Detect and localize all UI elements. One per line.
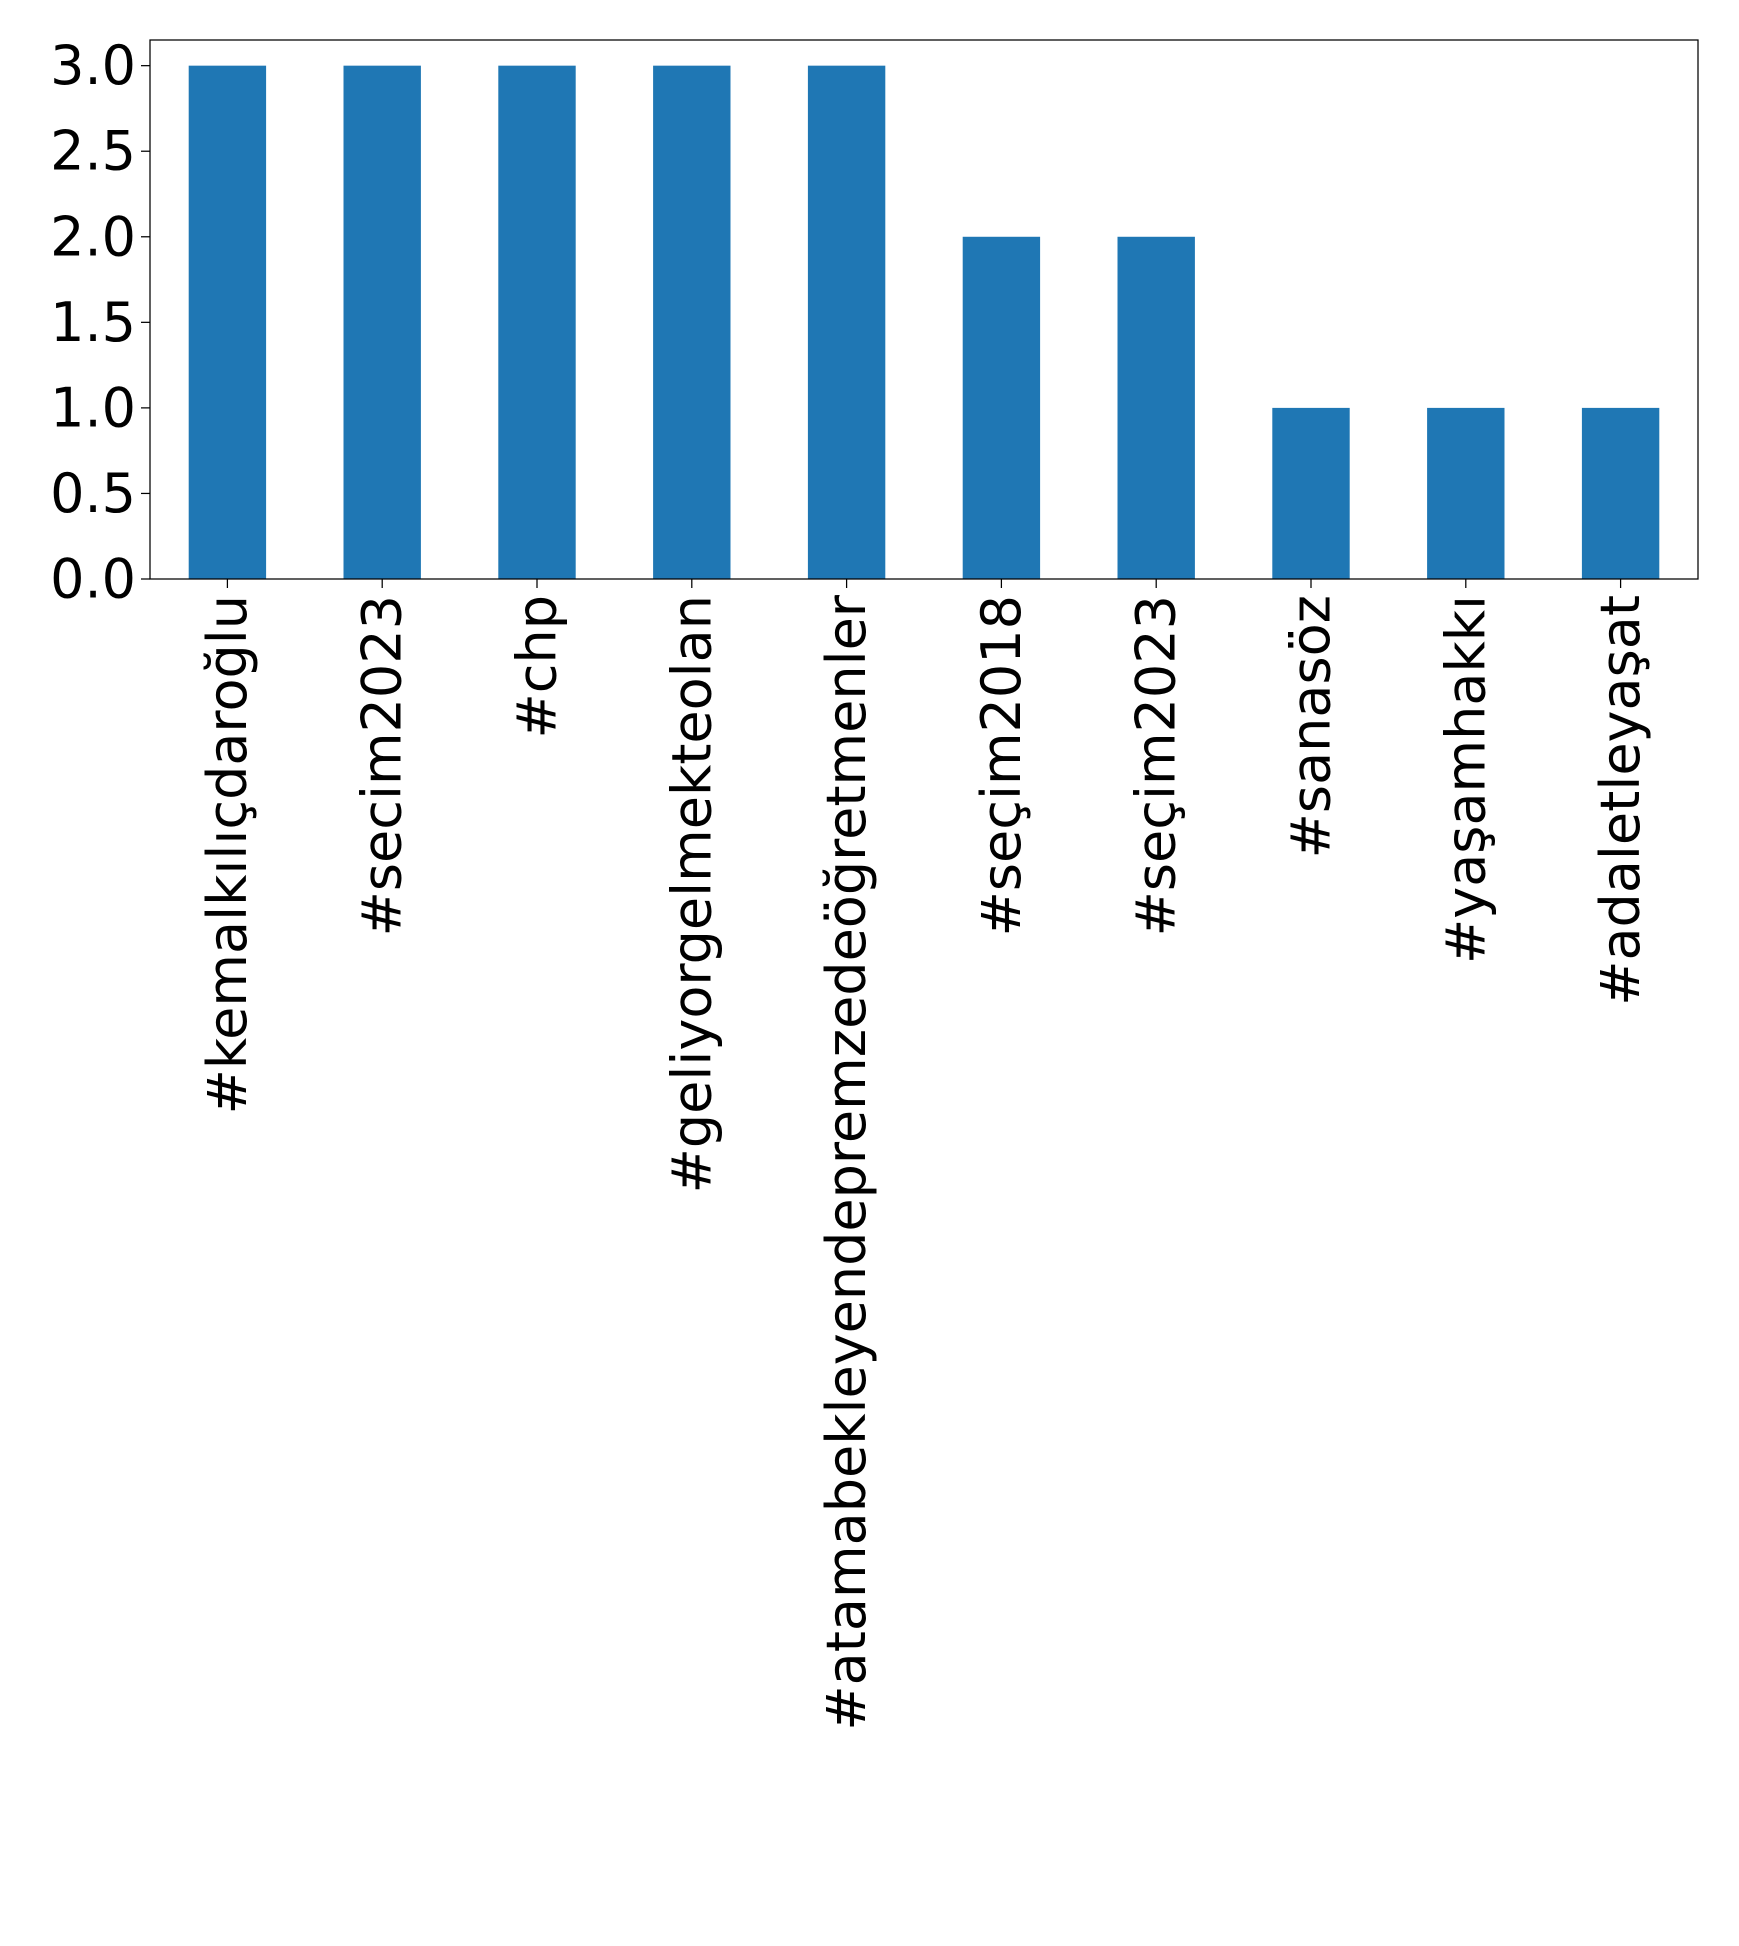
bars-layer: [188, 65, 1660, 579]
y-axis-ticks: 0.0 0.5 1.0 1.5 2.0 2.5 3.0: [50, 34, 150, 611]
axes-layer: [149, 39, 1699, 580]
y-tick-label: 1.5: [50, 291, 136, 354]
x-tick-label: #geliyorgelmekteolan: [660, 595, 723, 1193]
y-tick-label: 0.5: [50, 462, 136, 525]
x-tick-label: #yaşamhakkı: [1434, 595, 1497, 964]
bar: [962, 236, 1041, 579]
bar: [498, 65, 576, 579]
y-tick-label: 2.0: [50, 205, 136, 268]
x-tick-label: #adaletleyaşat: [1589, 595, 1652, 1006]
x-tick-label: #seçim2023: [1125, 595, 1188, 936]
y-tick-label: 1.0: [50, 376, 136, 439]
bar: [1581, 407, 1660, 579]
bar: [807, 65, 886, 579]
bar: [1427, 407, 1505, 579]
x-tick-label: #secim2023: [351, 595, 414, 936]
x-axis-ticks: #kemalkılıçdaroğlu #secim2023 #chp #geliyor…: [196, 579, 1652, 1731]
y-tick-label: 3.0: [50, 34, 136, 97]
y-tick-label: 0.0: [50, 548, 136, 611]
x-tick-label: #chp: [506, 595, 569, 738]
x-tick-label: #seçim2018: [970, 595, 1033, 936]
bar: [1272, 407, 1350, 579]
bar: [653, 65, 731, 579]
x-tick-label: #sanasöz: [1280, 595, 1343, 858]
bar: [1117, 236, 1195, 579]
bar: [343, 65, 421, 579]
bar: [188, 65, 267, 579]
x-tick-label: #atamabekleyendepremzedeöğretmenler: [815, 594, 878, 1730]
y-tick-label: 2.5: [50, 120, 136, 183]
x-tick-label: #kemalkılıçdaroğlu: [196, 595, 259, 1114]
plot-frame: [149, 39, 1699, 580]
